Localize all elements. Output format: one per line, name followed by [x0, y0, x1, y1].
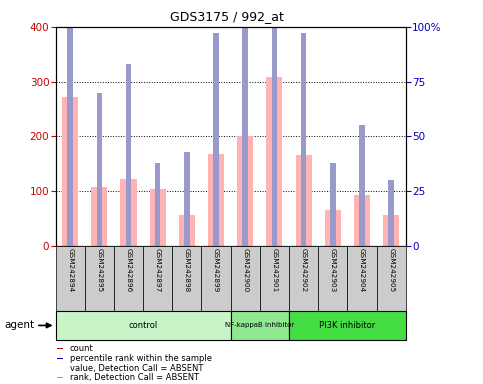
Bar: [271, 0, 277, 246]
Bar: [301, 33, 306, 246]
Bar: [359, 125, 365, 246]
Bar: [155, 162, 160, 246]
Text: GSM242905: GSM242905: [388, 248, 394, 292]
Bar: [57, 348, 63, 349]
Bar: [213, 33, 219, 246]
Text: percentile rank within the sample: percentile rank within the sample: [70, 354, 212, 363]
Bar: [126, 64, 131, 246]
Text: value, Detection Call = ABSENT: value, Detection Call = ABSENT: [70, 364, 203, 372]
Bar: [318, 246, 347, 311]
Text: GDS3175 / 992_at: GDS3175 / 992_at: [170, 10, 284, 23]
Bar: [91, 187, 107, 246]
Bar: [208, 154, 224, 246]
Bar: [97, 93, 102, 246]
Bar: [57, 368, 63, 369]
Text: control: control: [128, 321, 158, 330]
Bar: [377, 246, 406, 311]
Text: count: count: [70, 344, 94, 353]
Bar: [57, 358, 63, 359]
Text: GSM242903: GSM242903: [330, 248, 336, 292]
Bar: [330, 162, 336, 246]
Bar: [120, 179, 137, 246]
Bar: [242, 27, 248, 246]
Text: GSM242902: GSM242902: [300, 248, 307, 292]
Text: GSM242901: GSM242901: [271, 248, 277, 292]
Text: GSM242894: GSM242894: [67, 248, 73, 292]
Bar: [85, 246, 114, 311]
Text: GSM242897: GSM242897: [155, 248, 161, 292]
Bar: [289, 311, 406, 340]
Bar: [56, 311, 231, 340]
Bar: [201, 246, 231, 311]
Bar: [143, 246, 172, 311]
Text: rank, Detection Call = ABSENT: rank, Detection Call = ABSENT: [70, 373, 199, 382]
Text: GSM242900: GSM242900: [242, 248, 248, 292]
Bar: [354, 195, 370, 246]
Bar: [296, 156, 312, 246]
Bar: [325, 210, 341, 246]
Text: GSM242898: GSM242898: [184, 248, 190, 292]
Text: GSM242899: GSM242899: [213, 248, 219, 292]
Bar: [172, 246, 201, 311]
Bar: [67, 0, 73, 246]
Bar: [57, 377, 63, 378]
Bar: [267, 77, 283, 246]
Bar: [179, 215, 195, 246]
Bar: [231, 311, 289, 340]
Bar: [383, 215, 399, 246]
Text: GSM242904: GSM242904: [359, 248, 365, 292]
Bar: [231, 246, 260, 311]
Text: NF-kappaB inhibitor: NF-kappaB inhibitor: [225, 323, 295, 328]
Bar: [388, 180, 394, 246]
Bar: [114, 246, 143, 311]
Bar: [184, 152, 190, 246]
Bar: [150, 189, 166, 246]
Bar: [347, 246, 377, 311]
Text: GSM242895: GSM242895: [96, 248, 102, 292]
Bar: [62, 97, 78, 246]
Bar: [289, 246, 318, 311]
Text: agent: agent: [5, 320, 35, 331]
Bar: [237, 136, 253, 246]
Text: PI3K inhibitor: PI3K inhibitor: [319, 321, 375, 330]
Bar: [56, 246, 85, 311]
Text: GSM242896: GSM242896: [126, 248, 131, 292]
Bar: [260, 246, 289, 311]
